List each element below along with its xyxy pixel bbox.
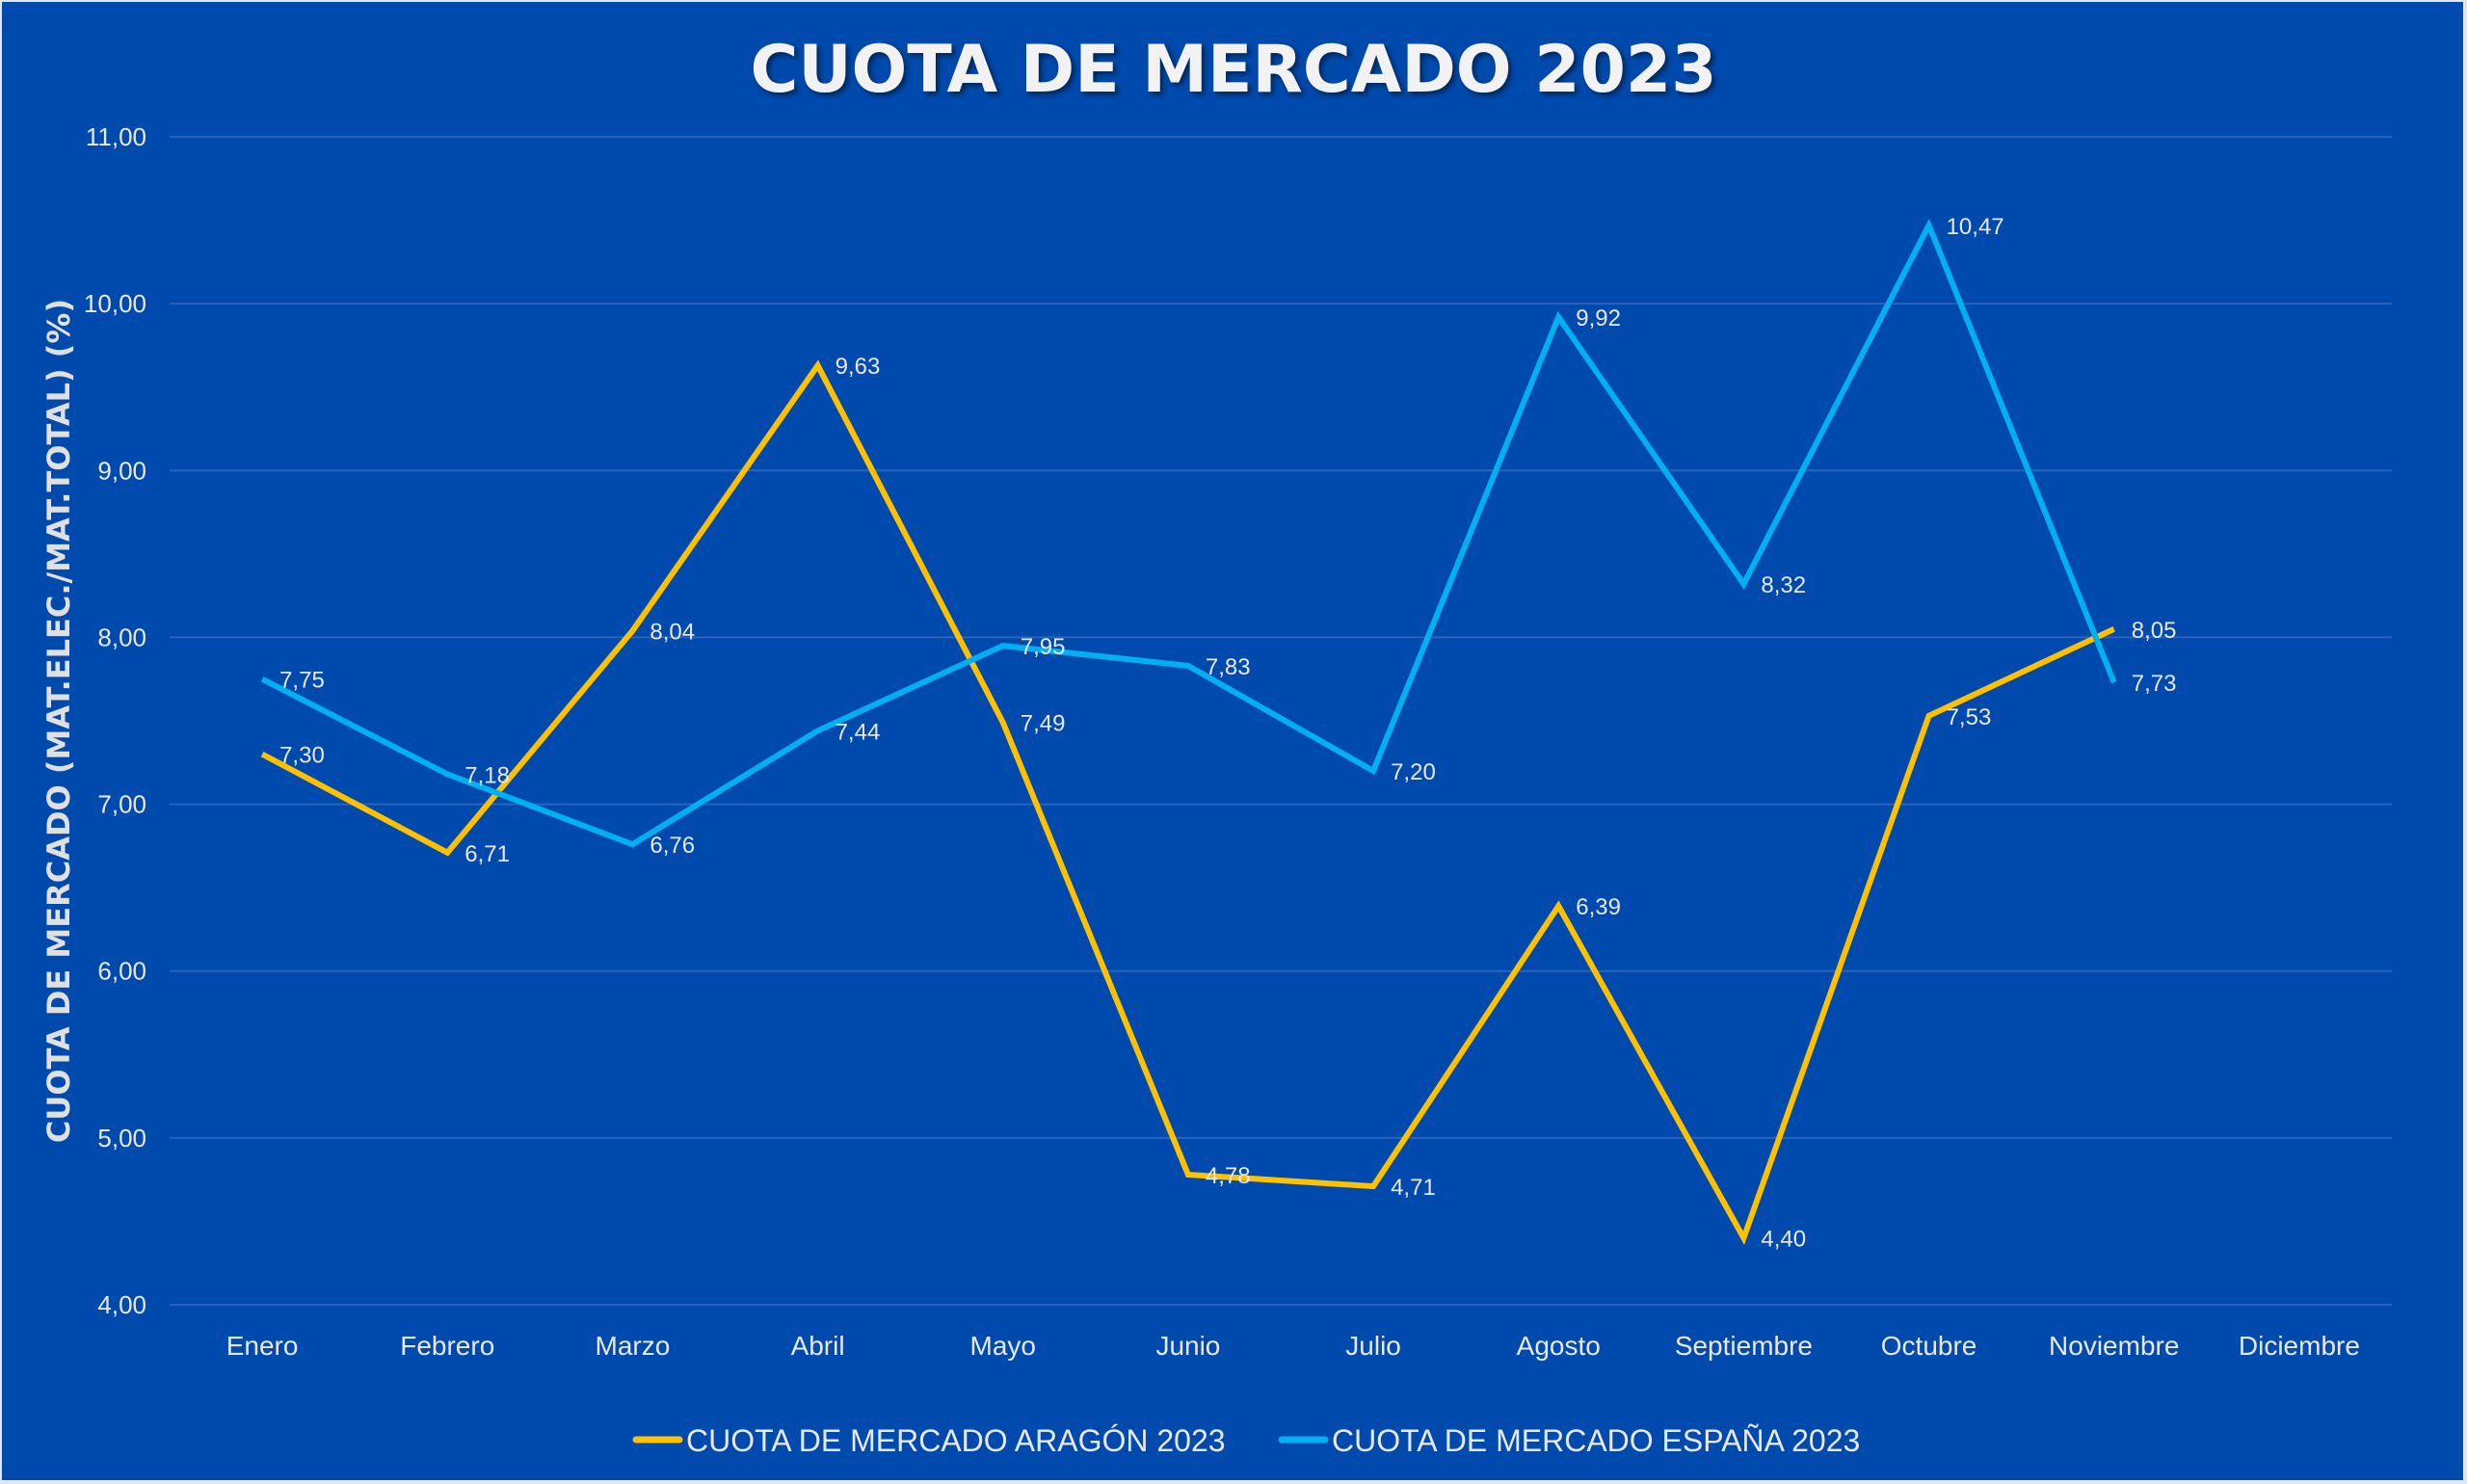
data-label: 10,47 [1947,214,2004,240]
data-label: 7,73 [2132,671,2177,697]
y-tick-label: 7,00 [97,790,146,819]
data-label: 9,92 [1576,305,1621,331]
data-label: 8,04 [650,620,695,646]
x-tick-label: Junio [1155,1331,1220,1361]
y-tick-label: 8,00 [97,623,146,651]
data-label: 4,71 [1391,1175,1436,1201]
x-tick-label: Octubre [1881,1331,1977,1361]
data-label: 7,30 [279,743,325,769]
series-line-espana [260,218,2117,848]
y-tick-label: 11,00 [86,122,146,151]
data-label: 7,49 [1021,711,1066,737]
data-label: 6,71 [464,841,510,867]
data-label: 8,32 [1761,572,1806,598]
x-tick-label: Enero [226,1331,299,1361]
x-tick-label: Abril [791,1331,845,1361]
x-tick-label: Noviembre [2049,1331,2179,1361]
legend-entry: CUOTA DE MERCADO ARAGÓN 2023 [686,1423,1226,1458]
x-tick-label: Marzo [596,1331,671,1361]
data-label: 7,95 [1021,634,1066,660]
y-tick-label: 5,00 [97,1124,146,1153]
y-tick-label: 10,00 [84,289,146,318]
legend-entry: CUOTA DE MERCADO ESPAÑA 2023 [1332,1423,1860,1458]
data-label: 7,20 [1391,759,1436,785]
data-label: 7,44 [836,719,881,745]
data-label: 6,76 [650,833,695,859]
x-tick-label: Febrero [400,1331,494,1361]
y-tick-label: 6,00 [97,957,146,986]
data-label: 8,05 [2132,618,2177,644]
data-label: 7,83 [1206,654,1251,680]
y-tick-label: 4,00 [97,1290,146,1319]
data-label: 4,78 [1206,1163,1251,1189]
x-tick-label: Agosto [1517,1331,1601,1361]
series-line-aragon [260,359,2116,1245]
data-label: 9,63 [836,354,881,380]
data-label: 7,53 [1947,704,1992,730]
data-label: 4,40 [1761,1227,1806,1253]
x-tick-label: Diciembre [2239,1331,2360,1361]
data-label: 7,18 [464,762,510,788]
data-label: 6,39 [1576,894,1621,920]
x-tick-label: Julio [1345,1331,1401,1361]
data-label: 7,75 [279,668,325,694]
x-tick-label: Septiembre [1675,1331,1813,1361]
y-axis-label: CUOTA DE MERCADO (MAT.ELEC./MAT.TOTAL) (… [40,299,77,1143]
y-tick-label: 9,00 [97,456,146,485]
chart-title: CUOTA DE MERCADO 2023 [750,32,1716,108]
x-tick-label: Mayo [970,1331,1036,1361]
